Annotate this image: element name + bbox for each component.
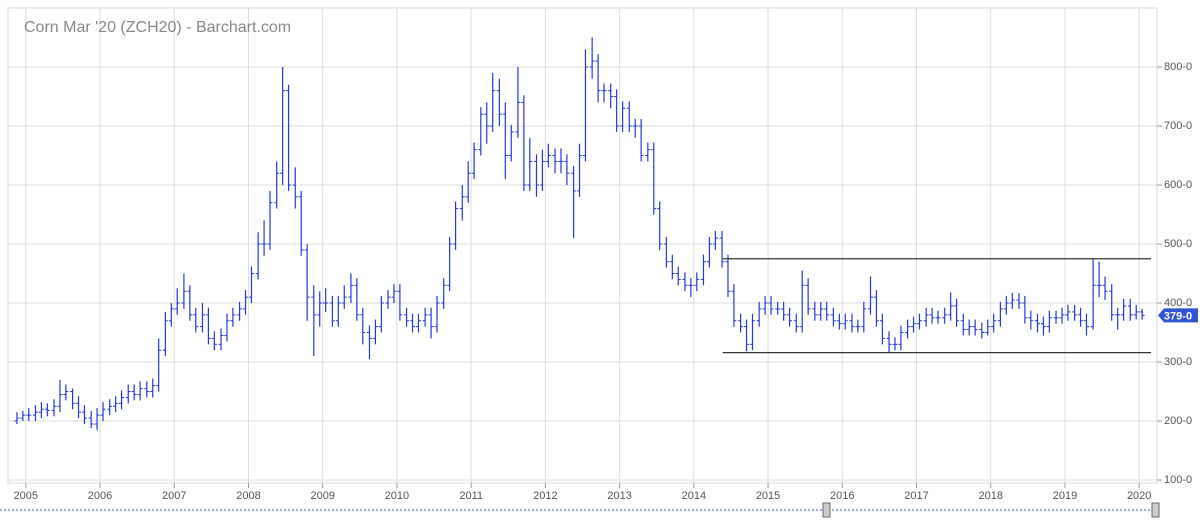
x-tick-label: 2018	[978, 490, 1002, 502]
y-tick-label: 700-0	[1164, 120, 1192, 132]
x-tick-label: 2010	[385, 490, 409, 502]
x-tick-label: 2005	[14, 490, 38, 502]
x-tick-label: 2020	[1127, 490, 1151, 502]
x-tick-label: 2013	[607, 490, 631, 502]
x-tick-label: 2014	[682, 490, 706, 502]
last-price-label: 379-0	[1164, 310, 1192, 322]
x-tick-label: 2006	[88, 490, 112, 502]
x-tick-label: 2017	[904, 490, 928, 502]
x-tick-label: 2009	[310, 490, 334, 502]
y-tick-label: 300-0	[1164, 356, 1192, 368]
x-tick-label: 2012	[533, 490, 557, 502]
chart-title: Corn Mar '20 (ZCH20) - Barchart.com	[24, 19, 291, 36]
x-tick-label: 2007	[162, 490, 186, 502]
y-tick-label: 500-0	[1164, 238, 1192, 250]
x-tick-label: 2016	[830, 490, 854, 502]
y-tick-label: 800-0	[1164, 61, 1192, 73]
x-tick-label: 2015	[756, 490, 780, 502]
scroll-handle-right[interactable]	[1151, 502, 1160, 518]
plot-layer: 2005 2006 2007 2008 2009 2010 2011 2012 2013 2014…	[8, 8, 1192, 502]
x-tick-label: 2011	[459, 490, 483, 502]
y-tick-label: 400-0	[1164, 297, 1192, 309]
y-tick-label: 600-0	[1164, 179, 1192, 191]
last-price-marker	[1158, 308, 1198, 323]
scroll-handle-left[interactable]	[822, 502, 831, 518]
y-tick-label: 100-0	[1164, 474, 1192, 486]
plot-frame	[7, 7, 1158, 484]
y-tick-label: 200-0	[1164, 415, 1192, 427]
x-tick-label: 2019	[1053, 490, 1077, 502]
x-tick-label: 2008	[236, 490, 260, 502]
